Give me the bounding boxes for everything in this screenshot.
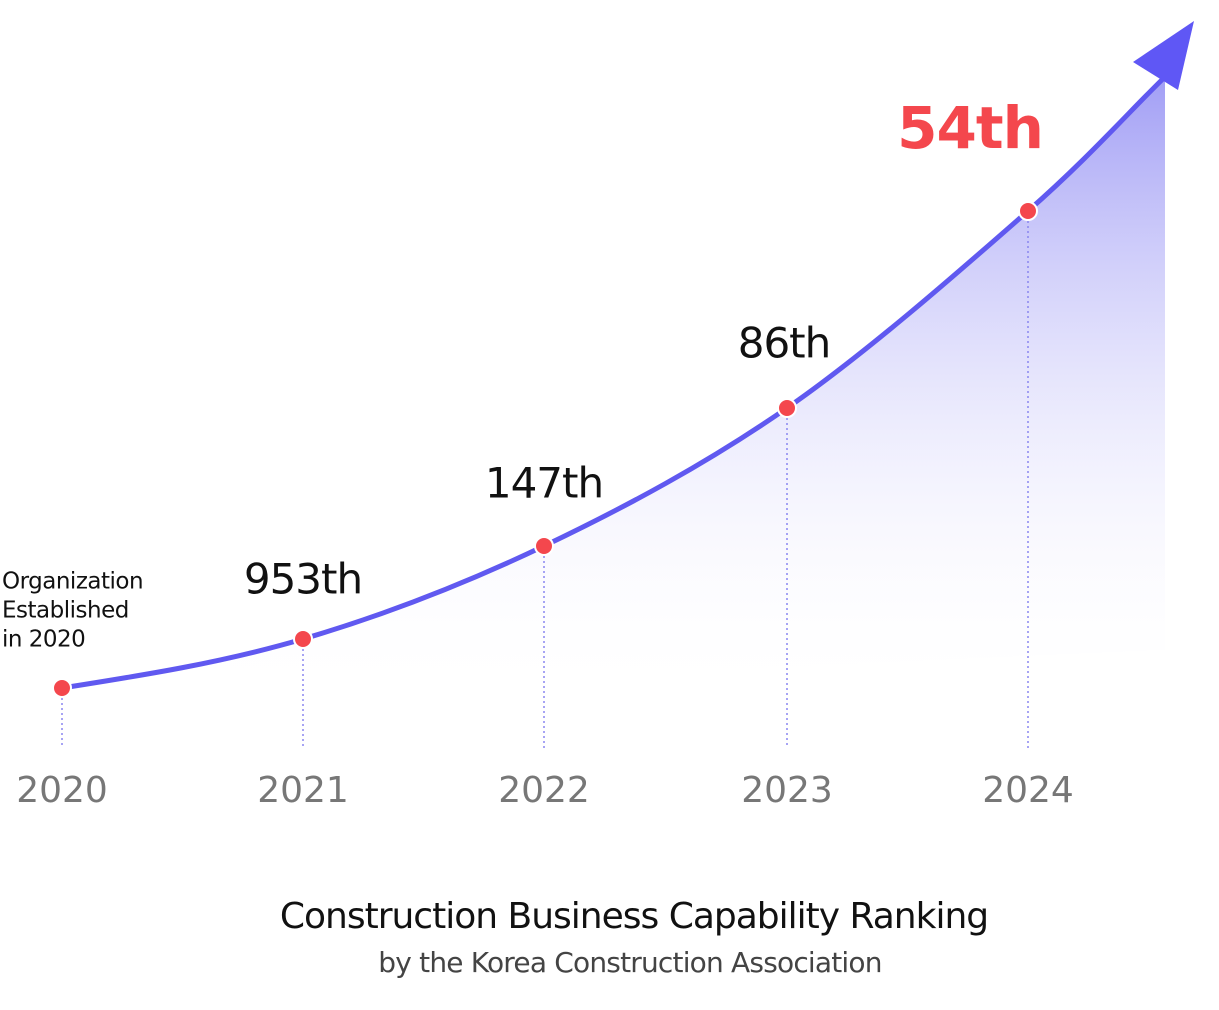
rank-label: 953th (244, 555, 362, 604)
year-label: 2024 (982, 770, 1074, 811)
milestone-dot (1018, 201, 1038, 221)
note-line: Organization (2, 569, 143, 595)
year-label: 2021 (257, 770, 349, 811)
year-label: 2020 (16, 770, 108, 811)
footer-title: Construction Business Capability Ranking (280, 896, 988, 937)
growth-area (62, 72, 1170, 700)
year-label: 2023 (741, 770, 833, 811)
milestone-dot (52, 678, 72, 698)
note-line: Established (2, 598, 129, 624)
milestone-dot (534, 536, 554, 556)
note-line: in 2020 (2, 627, 85, 653)
year-label: 2022 (498, 770, 590, 811)
rank-label: 147th (485, 459, 603, 508)
milestone-dot (293, 629, 313, 649)
milestone-dot (777, 398, 797, 418)
footer-subtitle: by the Korea Construction Association (378, 946, 881, 979)
rank-label: 86th (738, 319, 831, 368)
rank-label: 54th (897, 94, 1043, 162)
arrow-head (1133, 21, 1194, 90)
